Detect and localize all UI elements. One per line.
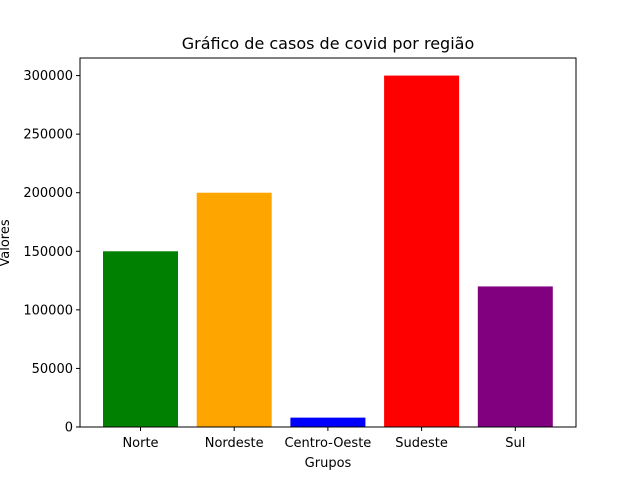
- y-tick-label: 200000: [23, 186, 73, 201]
- plot-frame: [79, 57, 577, 428]
- y-axis: 0 50000 100000 150000 200000 250000 300000: [23, 69, 80, 436]
- x-tick-label: Nordeste: [205, 436, 264, 451]
- y-tick-label: 250000: [23, 128, 73, 143]
- x-tick-label: Sudeste: [395, 436, 448, 451]
- bar-sudeste: [384, 75, 460, 428]
- y-axis-label: Valores: [0, 219, 13, 266]
- bars-group: [103, 75, 553, 428]
- x-axis: Norte Nordeste Centro-Oeste Sudeste Sul: [122, 427, 525, 451]
- x-axis-label: Grupos: [305, 456, 352, 471]
- x-tick-label: Centro-Oeste: [284, 436, 371, 451]
- bar-norte: [103, 251, 178, 427]
- y-tick-label: 100000: [23, 303, 73, 318]
- x-tick-label: Norte: [122, 436, 158, 451]
- y-tick-label: 150000: [23, 245, 73, 260]
- x-tick-label: Sul: [505, 436, 525, 451]
- bar-nordeste: [196, 192, 272, 427]
- y-tick-label: 0: [65, 421, 73, 436]
- bar-sul: [477, 286, 553, 427]
- bar-centro-oeste: [290, 417, 366, 427]
- y-tick-label: 300000: [23, 69, 73, 84]
- chart-title: Gráfico de casos de covid por região: [182, 34, 474, 53]
- y-tick-label: 50000: [32, 362, 73, 377]
